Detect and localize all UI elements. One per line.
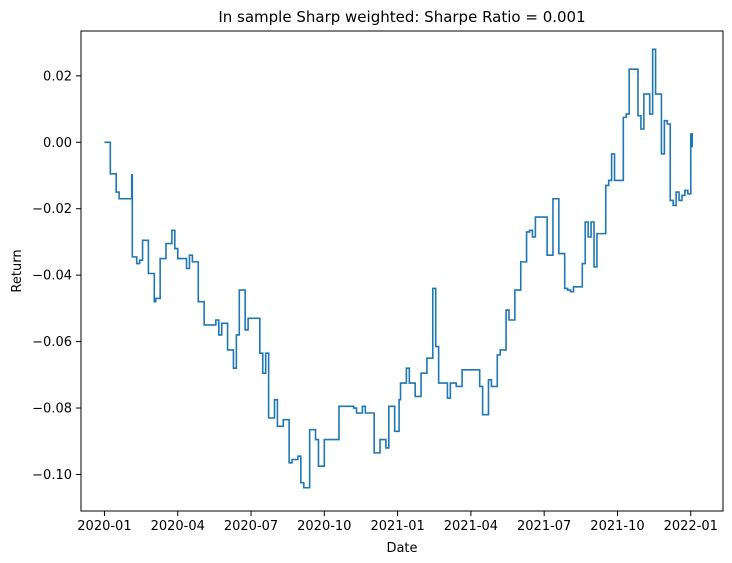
x-tick-label: 2022-01: [664, 519, 718, 534]
y-tick-label: −0.02: [32, 202, 72, 217]
x-tick-label: 2021-01: [370, 519, 424, 534]
x-tick-label: 2020-07: [224, 519, 278, 534]
y-axis-ticks: 0.02 0.00 −0.02 −0.04 −0.06 −0.08 −0.10: [32, 69, 81, 483]
x-axis-ticks: 2020-01 2020-04 2020-07 2020-10 2021-01 2021-…: [77, 511, 718, 534]
y-tick-label: −0.06: [32, 335, 72, 350]
series-layer: [104, 48, 694, 489]
x-tick-label: 2021-07: [517, 519, 571, 534]
y-tick-label: −0.10: [32, 468, 72, 483]
x-tick-label: 2020-04: [151, 519, 205, 534]
x-tick-label: 2020-10: [297, 519, 351, 534]
x-tick-label: 2020-01: [77, 519, 131, 534]
y-tick-label: 0.02: [43, 69, 72, 84]
plot-area: [80, 30, 724, 512]
y-tick-label: −0.08: [32, 402, 72, 417]
y-axis-label: Return: [10, 249, 25, 292]
y-tick-label: −0.04: [32, 269, 72, 284]
x-axis-label: Date: [386, 541, 417, 556]
x-tick-label: 2021-04: [444, 519, 498, 534]
x-tick-label: 2021-10: [590, 519, 644, 534]
chart-title: In sample Sharp weighted: Sharpe Ratio =…: [218, 8, 585, 26]
y-tick-label: 0.00: [43, 136, 72, 151]
series-line-return: [104, 48, 694, 489]
